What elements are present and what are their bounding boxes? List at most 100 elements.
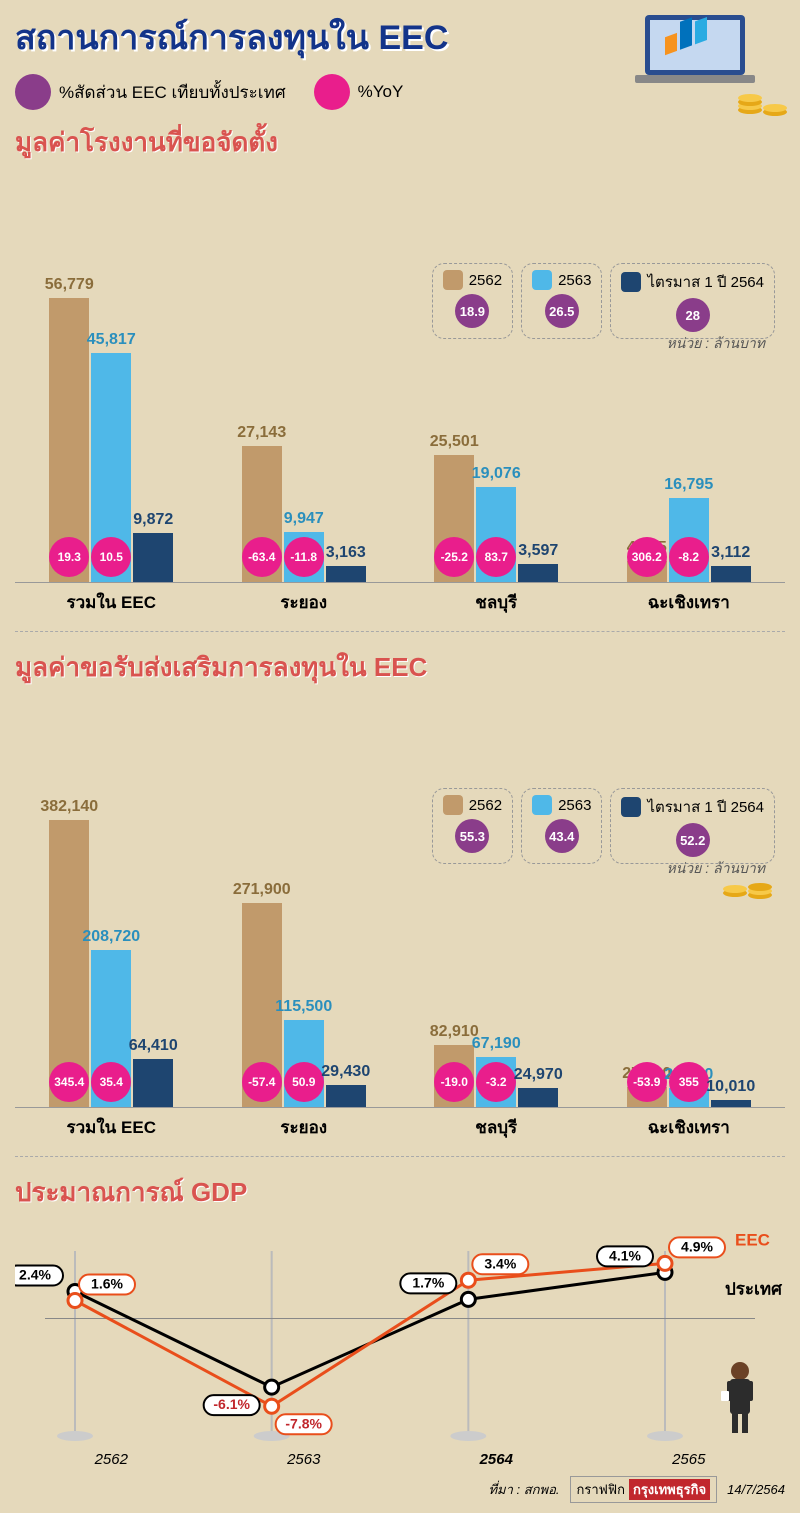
- bar: 3,163: [326, 566, 366, 582]
- yoy-badge: -11.8: [284, 537, 324, 577]
- chart2-area: 2562 55.32563 43.4ไตรมาส 1 ปี 2564 52.2 …: [15, 788, 785, 1141]
- bar: 19,07683.7: [476, 487, 516, 582]
- bar: 208,72035.4: [91, 950, 131, 1107]
- bar: 382,140345.4: [49, 820, 89, 1107]
- bar: 27,330-53.9: [627, 1087, 667, 1107]
- source-label: ที่มา : สกพอ.: [488, 1479, 559, 1500]
- bar-value-label: 29,430: [321, 1063, 370, 1081]
- svg-text:3.4%: 3.4%: [484, 1255, 516, 1271]
- publisher-logo: กราฟฟิก กรุงเทพธุรกิจ: [570, 1476, 718, 1503]
- bar: 67,190-3.2: [476, 1057, 516, 1107]
- bar-group: 27,330-53.925,66035510,010: [593, 1087, 786, 1107]
- bar: 24,970: [518, 1088, 558, 1107]
- category-label: รวมใน EEC: [15, 589, 208, 616]
- logo-red-text: กรุงเทพธุรกิจ: [629, 1479, 710, 1500]
- bar-group: 4,135306.216,795-8.23,112: [593, 498, 786, 582]
- year-legend-box: 2563 43.4: [521, 788, 602, 864]
- yoy-badge: -63.4: [242, 537, 282, 577]
- yoy-badge: 10.5: [91, 537, 131, 577]
- yoy-badge: -57.4: [242, 1062, 282, 1102]
- bar-group: 82,910-19.067,190-3.224,970: [400, 1045, 593, 1107]
- chart1-title: มูลค่าโรงงานที่ขอจัดตั้ง: [15, 122, 785, 163]
- yoy-badge: 345.4: [49, 1062, 89, 1102]
- year-legend-box: ไตรมาส 1 ปี 2564 28: [610, 263, 775, 339]
- bar-group: 271,900-57.4115,50050.929,430: [208, 903, 401, 1107]
- bar-value-label: 3,112: [711, 544, 750, 562]
- yoy-badge: 355: [669, 1062, 709, 1102]
- year-legend-box: 2562 55.3: [432, 788, 513, 864]
- bar: 64,410: [133, 1059, 173, 1107]
- bar-value-label: 271,900: [233, 881, 291, 899]
- bar: 25,501-25.2: [434, 455, 474, 583]
- bar: 9,872: [133, 533, 173, 582]
- footer: ที่มา : สกพอ. กราฟฟิก กรุงเทพธุรกิจ 14/7…: [15, 1476, 785, 1503]
- bar-value-label: 25,501: [430, 433, 479, 451]
- svg-text:ประเทศ: ประเทศ: [725, 1279, 783, 1298]
- footer-date: 14/7/2564: [727, 1482, 785, 1497]
- bar-value-label: 45,817: [87, 331, 136, 349]
- bar-value-label: 67,190: [472, 1035, 521, 1053]
- bar: 10,010: [711, 1100, 751, 1108]
- divider-2: [15, 1156, 785, 1157]
- yoy-badge: -53.9: [627, 1062, 667, 1102]
- gdp-year-label: 2563: [208, 1451, 401, 1468]
- yoy-badge: 83.7: [476, 537, 516, 577]
- gdp-title: ประมาณการณ์ GDP: [15, 1172, 785, 1213]
- yoy-badge: 35.4: [91, 1062, 131, 1102]
- bar: 27,143-63.4: [242, 446, 282, 582]
- category-label: ฉะเชิงเทรา: [593, 589, 786, 616]
- bar-value-label: 115,500: [275, 998, 332, 1016]
- coins-icon: [735, 70, 795, 120]
- bar: 4,135306.2: [627, 561, 667, 582]
- bar-group: 25,501-25.219,07683.73,597: [400, 455, 593, 583]
- gdp-year-label: 2564: [400, 1451, 593, 1468]
- yoy-badge: 50.9: [284, 1062, 324, 1102]
- bar: 29,430: [326, 1085, 366, 1107]
- yoy-badge: -8.2: [669, 537, 709, 577]
- bar-value-label: 9,947: [284, 510, 324, 528]
- year-legend-box: 2562 18.9: [432, 263, 513, 339]
- yoy-badge: -25.2: [434, 537, 474, 577]
- yoy-badge: 19.3: [49, 537, 89, 577]
- category-label: ฉะเชิงเทรา: [593, 1114, 786, 1141]
- yoy-badge: -19.0: [434, 1062, 474, 1102]
- category-label: ระยอง: [208, 589, 401, 616]
- yoy-badge: 306.2: [627, 537, 667, 577]
- category-label: ระยอง: [208, 1114, 401, 1141]
- bar-group: 27,143-63.49,947-11.83,163: [208, 446, 401, 582]
- bar-value-label: 19,076: [472, 465, 521, 483]
- year-legend-box: 2563 26.5: [521, 263, 602, 339]
- magenta-legend-icon: [314, 74, 350, 110]
- bar: 56,77919.3: [49, 298, 89, 582]
- bar-value-label: 64,410: [129, 1037, 178, 1055]
- purple-legend-label: %สัดส่วน EEC เทียบทั้งประเทศ: [59, 79, 286, 106]
- bar: 3,112: [711, 566, 751, 582]
- bar-value-label: 27,143: [237, 424, 286, 442]
- category-label: รวมใน EEC: [15, 1114, 208, 1141]
- svg-text:-7.8%: -7.8%: [285, 1415, 322, 1431]
- bar-value-label: 9,872: [133, 511, 173, 529]
- chart2-title: มูลค่าขอรับส่งเสริมการลงทุนใน EEC: [15, 647, 785, 688]
- svg-text:2.4%: 2.4%: [19, 1267, 51, 1283]
- svg-text:1.6%: 1.6%: [91, 1276, 123, 1292]
- gdp-chart: 2.4%-6.1%1.7%4.1%1.6%-7.8%3.4%4.9%EECประ…: [15, 1221, 785, 1468]
- bar: 82,910-19.0: [434, 1045, 474, 1107]
- bar: 45,81710.5: [91, 353, 131, 582]
- bar-value-label: 3,597: [518, 542, 558, 560]
- bar-value-label: 382,140: [40, 798, 98, 816]
- bar-group: 56,77919.345,81710.59,872: [15, 298, 208, 582]
- bar: 9,947-11.8: [284, 532, 324, 582]
- bar: 115,50050.9: [284, 1020, 324, 1107]
- gdp-year-label: 2565: [593, 1451, 786, 1468]
- bar-group: 382,140345.4208,72035.464,410: [15, 820, 208, 1107]
- svg-text:4.1%: 4.1%: [609, 1247, 641, 1263]
- svg-text:4.9%: 4.9%: [681, 1238, 713, 1254]
- category-label: ชลบุรี: [400, 1114, 593, 1141]
- magenta-legend-label: %YoY: [358, 82, 404, 102]
- svg-text:1.7%: 1.7%: [412, 1274, 444, 1290]
- divider-1: [15, 631, 785, 632]
- svg-text:EEC: EEC: [735, 1231, 770, 1249]
- logo-gray-text: กราฟฟิก: [577, 1479, 625, 1500]
- year-legend-box: ไตรมาส 1 ปี 2564 52.2: [610, 788, 775, 864]
- yoy-badge: -3.2: [476, 1062, 516, 1102]
